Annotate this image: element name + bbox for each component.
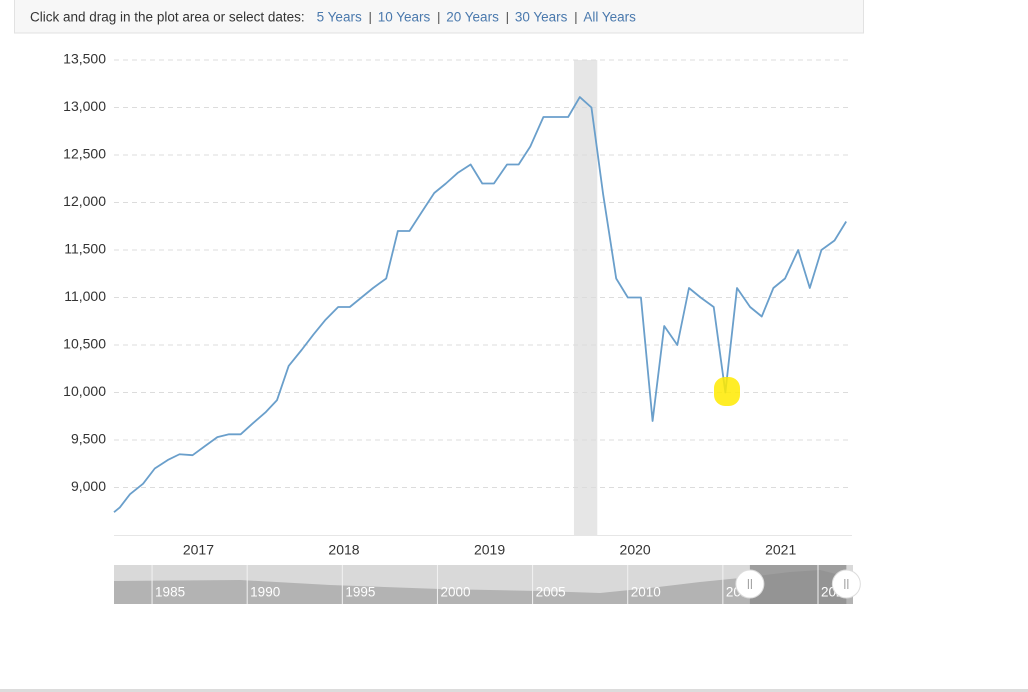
navigator-tick-label: 1995 bbox=[345, 585, 375, 600]
navigator-tick-label: 1990 bbox=[250, 585, 280, 600]
instruction: Click and drag in the plot area or selec… bbox=[30, 10, 305, 25]
navigator-tick-label: 2000 bbox=[440, 585, 470, 600]
y-tick-label: 13,500 bbox=[63, 51, 106, 67]
navigator-tick-label: 2010 bbox=[631, 585, 661, 600]
navigator-handle[interactable] bbox=[735, 569, 765, 599]
y-tick-label: 11,500 bbox=[64, 241, 106, 257]
y-tick-label: 12,500 bbox=[63, 146, 106, 162]
x-tick-label: 2021 bbox=[765, 542, 796, 558]
y-tick-label: 9,500 bbox=[71, 431, 106, 447]
range-link[interactable]: 20 Years bbox=[446, 10, 499, 25]
navigator-tick-label: 2005 bbox=[536, 585, 566, 600]
toolbar-items: Click and drag in the plot area or selec… bbox=[30, 10, 636, 25]
y-tick-label: 11,000 bbox=[64, 288, 106, 304]
navigator-tick-label: 1985 bbox=[155, 585, 185, 600]
handle-circle[interactable] bbox=[735, 569, 765, 599]
handle-circle[interactable] bbox=[831, 569, 861, 599]
range-link[interactable]: 30 Years bbox=[515, 10, 568, 25]
x-tick-label: 2017 bbox=[183, 542, 214, 558]
y-tick-label: 9,000 bbox=[71, 478, 106, 494]
navigator-selection bbox=[749, 565, 847, 604]
y-tick-label: 10,000 bbox=[63, 383, 106, 399]
x-tick-label: 2020 bbox=[620, 542, 651, 558]
page-border bbox=[0, 689, 1028, 692]
x-tick-label: 2019 bbox=[474, 542, 505, 558]
y-tick-label: 10,500 bbox=[63, 336, 106, 352]
data-line bbox=[113, 96, 847, 513]
plot: 9,000 9,500 10,000 10,500 11,000 11,500 12,000… bbox=[63, 51, 861, 604]
y-tick-label: 13,000 bbox=[63, 98, 106, 114]
navigator-area bbox=[114, 570, 853, 604]
navigator-handle[interactable] bbox=[831, 569, 861, 599]
range-link[interactable]: All Years bbox=[583, 10, 636, 25]
navigator: 19851990199520002005201020152020 bbox=[114, 565, 853, 604]
range-link[interactable]: 5 Years bbox=[317, 10, 362, 25]
range-link[interactable]: 10 Years bbox=[378, 10, 431, 25]
highlight-annotation bbox=[714, 377, 740, 406]
y-tick-label: 12,000 bbox=[63, 193, 106, 209]
x-tick-label: 2018 bbox=[328, 542, 359, 558]
